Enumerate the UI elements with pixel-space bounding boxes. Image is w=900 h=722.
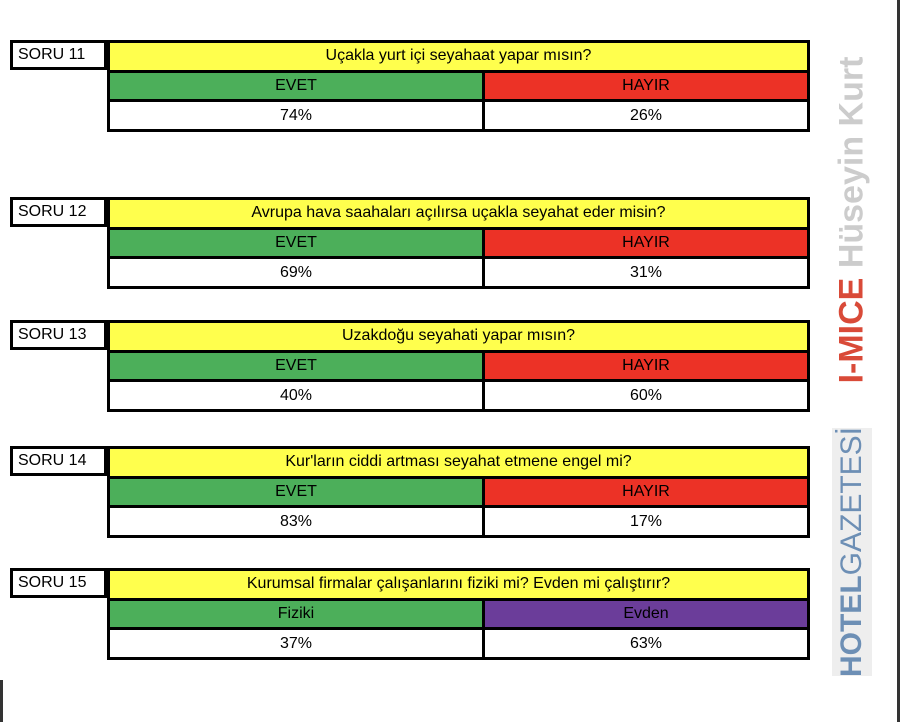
question-block-13: SORU 13 Uzakdoğu seyahati yapar mısın? E… — [10, 320, 810, 412]
question-block-11: SORU 11 Uçakla yurt içi seyahaat yapar m… — [10, 40, 810, 132]
question-number: SORU 15 — [10, 568, 107, 598]
percent-yes: 40% — [110, 382, 482, 409]
percent-no: 26% — [485, 102, 807, 129]
percent-yes: 83% — [110, 508, 482, 535]
option-yes: EVET — [110, 478, 482, 506]
question-text: Uçakla yurt içi seyahaat yapar mısın? — [110, 43, 807, 70]
percent-yes: 74% — [110, 102, 482, 129]
option-yes: EVET — [110, 229, 482, 257]
hotel-gazetesi-logo: HOTELGAZETESİ — [832, 427, 872, 677]
percent-physical: 37% — [110, 630, 482, 657]
percent-no: 31% — [485, 259, 807, 286]
question-number: SORU 12 — [10, 197, 107, 227]
page-edge — [897, 0, 900, 722]
question-number: SORU 13 — [10, 320, 107, 350]
option-no: HAYIR — [485, 229, 807, 257]
question-block-15: SORU 15 Kurumsal firmalar çalışanlarını … — [10, 568, 810, 660]
imice-watermark-logo: I-MICE Hüseyin Kurt — [832, 56, 871, 384]
question-text: Avrupa hava saahaları açılırsa uçakla se… — [110, 200, 807, 227]
option-no: HAYIR — [485, 72, 807, 100]
question-text: Uzakdoğu seyahati yapar mısın? — [110, 323, 807, 350]
question-block-12: SORU 12 Avrupa hava saahaları açılırsa u… — [10, 197, 810, 289]
question-text: Kurumsal firmalar çalışanlarını fiziki m… — [110, 571, 807, 598]
question-block-14: SORU 14 Kur'ların ciddi artması seyahat … — [10, 446, 810, 538]
question-text: Kur'ların ciddi artması seyahat etmene e… — [110, 449, 807, 476]
question-number: SORU 11 — [10, 40, 107, 70]
percent-home: 63% — [485, 630, 807, 657]
option-home: Evden — [485, 600, 807, 628]
percent-no: 17% — [485, 508, 807, 535]
option-no: HAYIR — [485, 352, 807, 380]
percent-yes: 69% — [110, 259, 482, 286]
question-number: SORU 14 — [10, 446, 107, 476]
option-no: HAYIR — [485, 478, 807, 506]
option-yes: EVET — [110, 352, 482, 380]
option-yes: EVET — [110, 72, 482, 100]
percent-no: 60% — [485, 382, 807, 409]
page-edge — [0, 680, 3, 722]
option-physical: Fiziki — [110, 600, 482, 628]
